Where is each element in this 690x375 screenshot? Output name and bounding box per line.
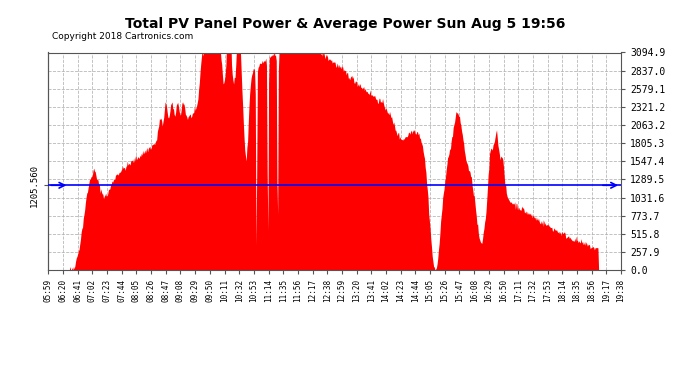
Text: Copyright 2018 Cartronics.com: Copyright 2018 Cartronics.com: [52, 32, 193, 41]
Text: Total PV Panel Power & Average Power Sun Aug 5 19:56: Total PV Panel Power & Average Power Sun…: [125, 17, 565, 31]
